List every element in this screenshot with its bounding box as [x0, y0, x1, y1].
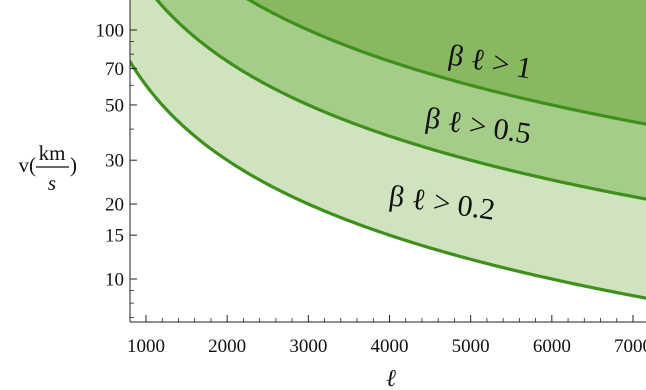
y-tick-label: 20	[105, 195, 124, 216]
x-axis-ticks: 1000 2000 3000 4000 5000 6000 7000	[127, 315, 646, 357]
x-tick-label: 2000	[208, 336, 246, 357]
y-axis-label-prefix: v(	[19, 153, 37, 177]
y-axis-label-denominator: s	[48, 171, 56, 195]
x-tick-label: 4000	[371, 336, 409, 357]
y-axis-label: v( km s )	[19, 141, 78, 195]
y-tick-label: 30	[105, 151, 124, 172]
y-axis-label-numerator: km	[39, 141, 66, 165]
y-axis-label-suffix: )	[70, 153, 77, 177]
y-axis-ticks: 10 15 20 30 50 70 100	[96, 21, 137, 318]
region-fills	[130, 0, 646, 299]
y-tick-label: 10	[105, 270, 124, 291]
y-tick-label: 70	[105, 59, 124, 80]
y-tick-label: 100	[96, 21, 125, 42]
x-tick-label: 7000	[614, 336, 646, 357]
x-tick-label: 1000	[127, 336, 165, 357]
plot-frame	[129, 0, 646, 323]
boundary-curve-1	[130, 60, 646, 300]
boundary-curves	[130, 0, 646, 300]
y-tick-label: 50	[105, 95, 124, 116]
y-tick-label: 15	[105, 226, 124, 247]
boundary-curve-2	[154, 0, 646, 201]
x-axis-label: ℓ	[386, 366, 396, 390]
region-fill-3	[249, 0, 646, 125]
boundary-curve-3	[246, 0, 646, 126]
x-tick-label: 5000	[452, 336, 490, 357]
x-tick-label: 3000	[289, 336, 327, 357]
x-tick-label: 6000	[533, 336, 571, 357]
